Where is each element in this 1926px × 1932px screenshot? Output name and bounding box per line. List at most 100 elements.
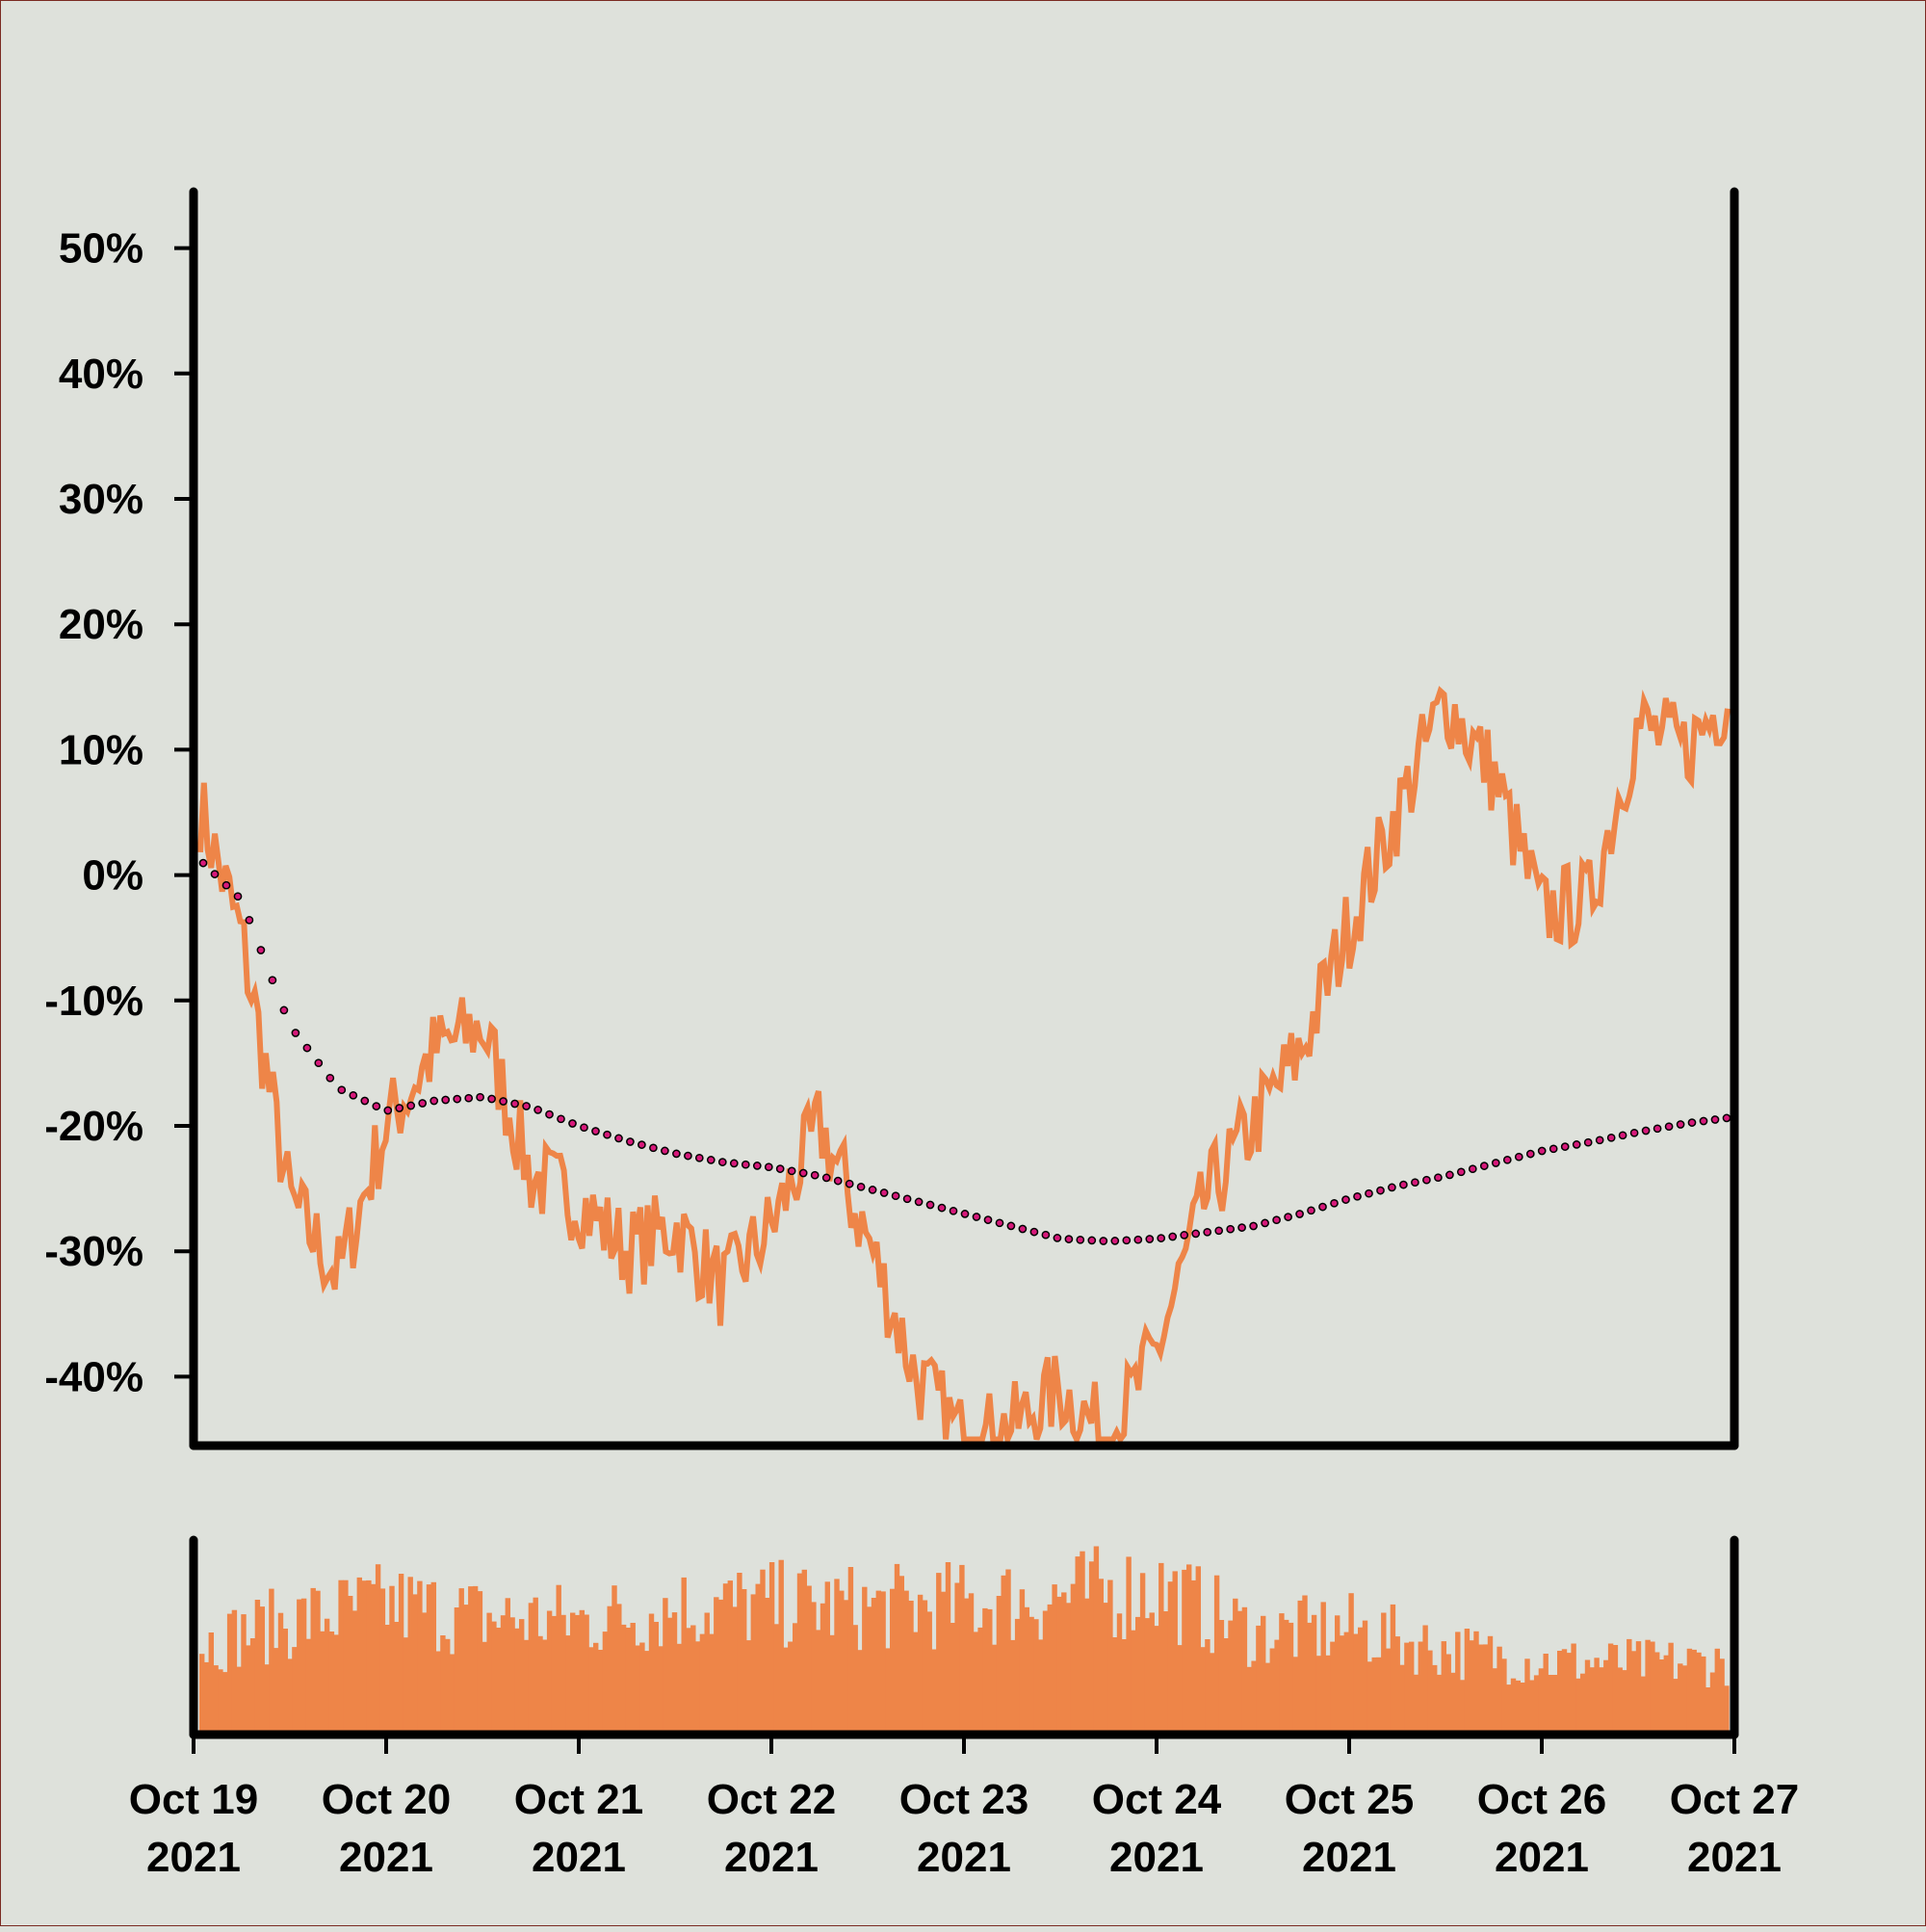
volume-bar [1010,1639,1016,1735]
moving-average-point [879,1188,889,1197]
volume-bar [213,1665,219,1735]
volume-bar [885,1648,891,1735]
volume-bar [1167,1581,1174,1735]
volume-bar [709,1633,715,1735]
volume-bar [579,1609,586,1735]
volume-bar [612,1585,617,1735]
volume-bar [1052,1584,1057,1735]
volume-bar [1190,1580,1197,1735]
moving-average-point [972,1213,981,1221]
volume-bar [371,1583,377,1735]
moving-average-point [1110,1237,1120,1245]
moving-average-point [1180,1231,1189,1240]
volume-bar [297,1599,302,1735]
moving-average-point [1641,1126,1651,1136]
volume-bar [1302,1595,1308,1735]
volume-bar [500,1615,507,1735]
volume-bar [542,1639,548,1735]
volume-bar [1264,1662,1271,1735]
volume-bar [1075,1556,1080,1735]
volume-bar [1654,1652,1660,1735]
volume-bar [667,1617,673,1735]
volume-bar [218,1669,223,1735]
moving-average-point [1572,1140,1581,1149]
moving-average-point [1411,1178,1419,1188]
volume-bar [1571,1643,1576,1735]
volume-bar [852,1625,858,1735]
volume-bar [398,1574,404,1735]
moving-average-point [476,1092,484,1102]
volume-bar [333,1634,340,1735]
moving-average-point [1330,1198,1339,1208]
volume-bar [1135,1616,1141,1735]
moving-average-point [638,1140,646,1149]
moving-average-point [706,1156,716,1164]
volume-bar [445,1638,451,1735]
volume-bar [249,1638,256,1735]
volume-bar [1112,1637,1118,1735]
volume-bar [931,1649,937,1735]
y-tick-label: -10% [44,978,143,1025]
volume-bar [1650,1641,1655,1735]
x-tick-label: Oct 19 [129,1776,259,1823]
volume-bar [954,1582,960,1735]
volume-bar [1358,1627,1364,1735]
volume-bar [1144,1618,1151,1735]
moving-average-point [1699,1116,1708,1126]
moving-average-point [1365,1188,1373,1198]
volume-bar [903,1590,909,1735]
moving-average-point [1376,1186,1385,1195]
volume-bar [875,1590,882,1735]
volume-bar [236,1666,242,1735]
volume-bar [1366,1661,1373,1735]
volume-bar [1450,1672,1456,1735]
volume-bar [277,1612,284,1735]
moving-average-point [891,1191,900,1201]
volume-bar [727,1580,734,1735]
volume-bar [1658,1659,1665,1735]
moving-average-point [534,1106,542,1114]
volume-bar [1686,1648,1693,1735]
volume-bar [1325,1655,1331,1735]
x-tick-label-year: 2021 [724,1834,819,1881]
volume-bar [570,1612,576,1735]
volume-bar [1381,1612,1387,1735]
volume-bar [760,1569,766,1735]
volume-bar [407,1577,413,1735]
moving-average-point [995,1218,1004,1228]
y-tick-label: 20% [59,601,143,648]
moving-average-point [1595,1136,1604,1145]
moving-average-point [821,1173,831,1183]
volume-bar [1210,1653,1215,1735]
moving-average-point [1491,1159,1500,1167]
volume-bar [1594,1658,1600,1735]
y-tick-label: -30% [44,1228,143,1275]
volume-bar [755,1583,761,1735]
volume-bar [1362,1620,1368,1735]
volume-bar [1589,1667,1596,1735]
volume-bar [440,1635,446,1735]
moving-average-point [349,1090,358,1100]
moving-average-point [960,1210,970,1218]
moving-average-point [510,1099,519,1109]
volume-bar [269,1588,274,1735]
volume-bar [1673,1679,1679,1735]
volume-bar [1065,1603,1072,1735]
volume-bar [533,1597,538,1735]
volume-bar [644,1651,650,1735]
moving-average-point [1456,1167,1466,1177]
volume-bar [593,1642,599,1735]
volume-bar [486,1612,492,1735]
volume-bar [379,1588,386,1735]
x-tick-label: Oct 22 [707,1776,837,1823]
volume-bar [1320,1602,1326,1735]
moving-average-point [925,1200,935,1210]
y-tick-label: 30% [59,476,143,523]
volume-bar [463,1605,469,1735]
moving-average-point [453,1094,462,1104]
moving-average-point [1537,1146,1547,1156]
volume-bar [366,1580,372,1735]
moving-average-point [902,1194,912,1204]
volume-bar [1139,1573,1146,1735]
volume-bar [375,1564,381,1735]
